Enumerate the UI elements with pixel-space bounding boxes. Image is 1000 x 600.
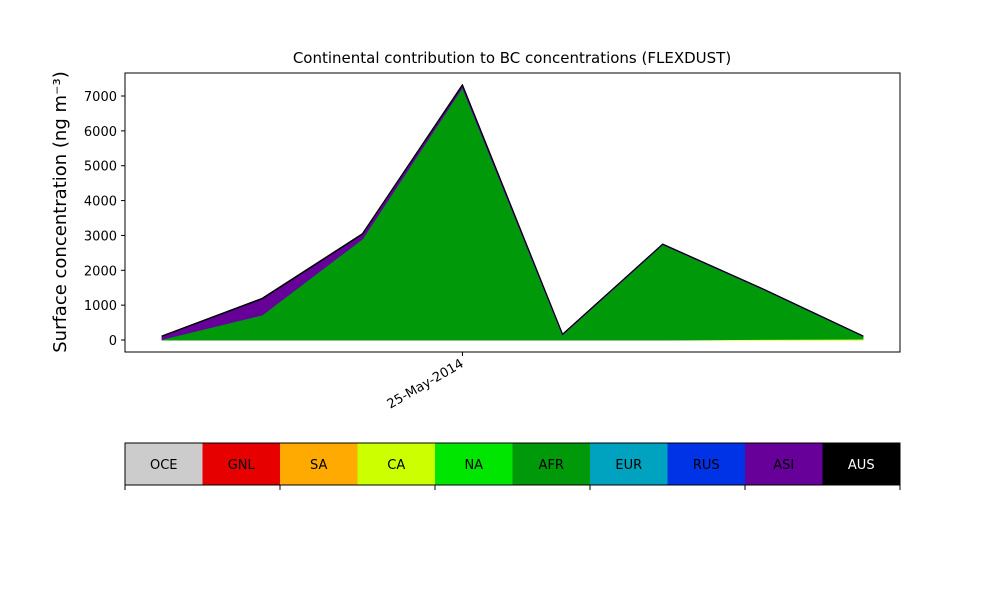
area bbox=[161, 84, 864, 337]
legend-swatch bbox=[822, 443, 901, 485]
legend-swatch bbox=[745, 443, 823, 485]
legend-label: AUS bbox=[848, 458, 875, 473]
legend-swatch bbox=[435, 443, 513, 485]
y-tick-label: 4000 bbox=[84, 195, 117, 210]
y-tick-label: 1000 bbox=[84, 299, 117, 314]
y-axis-label: Surface concentration (ng m⁻³) bbox=[50, 71, 71, 353]
legend-swatch bbox=[280, 443, 358, 485]
legend-label: EUR bbox=[615, 458, 642, 473]
y-tick-label: 5000 bbox=[84, 160, 117, 175]
legend-label: AFR bbox=[539, 458, 564, 473]
y-tick-label: 3000 bbox=[84, 229, 117, 244]
legend-label: CA bbox=[387, 458, 405, 473]
legend-frame bbox=[124, 442, 901, 486]
y-tick-label: 2000 bbox=[84, 264, 117, 279]
legend-swatch bbox=[667, 443, 746, 485]
chart-title: Continental contribution to BC concentra… bbox=[293, 49, 731, 67]
x-tick-label: 25-May-2014 bbox=[385, 356, 467, 412]
legend-label: GNL bbox=[228, 458, 256, 473]
y-tick-label: 6000 bbox=[84, 125, 117, 140]
legend-swatch bbox=[512, 443, 591, 485]
legend-swatch bbox=[202, 443, 281, 485]
legend-swatch bbox=[590, 443, 668, 485]
y-tick-label: 0 bbox=[109, 334, 117, 349]
plot-frame bbox=[124, 72, 901, 353]
legend-label: SA bbox=[310, 458, 327, 473]
legend-label: RUS bbox=[693, 458, 720, 473]
y-tick-label: 7000 bbox=[84, 90, 117, 105]
legend-swatch bbox=[125, 443, 203, 485]
legend-swatch bbox=[357, 443, 436, 485]
legend-label: OCE bbox=[150, 458, 178, 473]
legend-label: NA bbox=[464, 458, 483, 473]
legend-label: ASI bbox=[773, 458, 794, 473]
